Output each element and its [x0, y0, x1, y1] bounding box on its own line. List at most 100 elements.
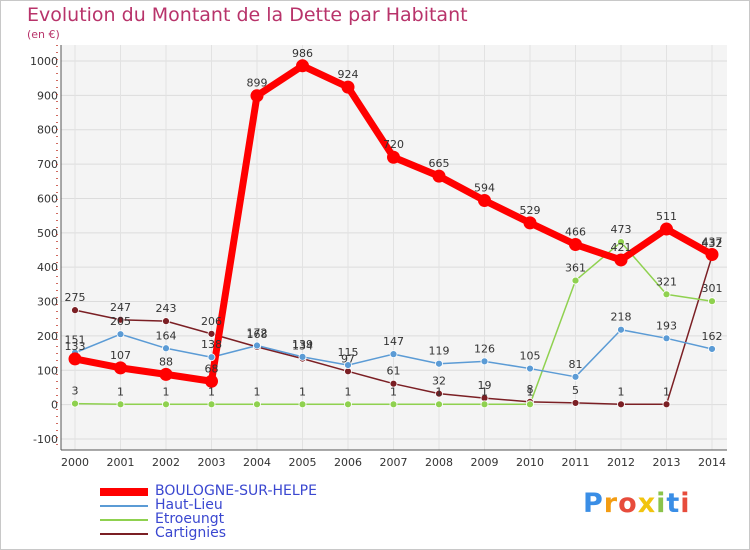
data-point: [116, 400, 125, 409]
data-label: 437: [702, 235, 723, 248]
data-point: [708, 297, 716, 306]
data-point: [705, 247, 719, 261]
x-tick-label: 2014: [698, 456, 726, 469]
data-label: 151: [65, 334, 86, 347]
data-point: [207, 329, 216, 338]
data-label: 172: [247, 327, 268, 340]
data-point: [569, 238, 582, 252]
data-point: [480, 400, 489, 409]
y-tick-label: 200: [37, 330, 58, 343]
data-label: 107: [110, 349, 131, 362]
y-tick-label: 1000: [30, 55, 58, 68]
data-point: [435, 400, 443, 409]
data-label: 115: [338, 346, 359, 359]
data-point: [614, 253, 628, 267]
data-label: 1: [618, 385, 625, 398]
data-label: 147: [383, 335, 404, 348]
data-label: 5: [572, 384, 579, 397]
data-label: 243: [156, 302, 177, 315]
data-point: [68, 352, 82, 366]
data-label: 1: [117, 385, 124, 398]
data-point: [298, 352, 307, 361]
data-label: 126: [474, 342, 495, 355]
data-label: 162: [702, 330, 723, 343]
data-label: 1: [481, 385, 488, 398]
y-tick-label: 500: [37, 227, 58, 240]
x-tick-label: 2011: [562, 456, 590, 469]
data-label: 511: [656, 210, 677, 223]
data-point: [662, 400, 671, 409]
x-tick-label: 2009: [471, 456, 499, 469]
data-point: [159, 367, 173, 381]
x-tick-label: 2013: [653, 456, 681, 469]
data-label: 899: [247, 77, 268, 90]
data-label: 3: [72, 385, 79, 398]
data-label: 206: [201, 315, 222, 328]
data-point: [660, 222, 673, 236]
data-label: 473: [611, 223, 632, 236]
data-label: 32: [432, 375, 446, 388]
logo-letter: i: [656, 488, 667, 519]
data-label: 1: [663, 385, 670, 398]
x-tick-label: 2008: [425, 456, 453, 469]
data-label: 986: [292, 47, 313, 60]
data-label: 1: [436, 385, 443, 398]
logo-letter: x: [637, 488, 657, 519]
logo-letter: o: [618, 488, 638, 519]
data-point: [71, 399, 79, 408]
data-label: 1: [390, 385, 397, 398]
data-label: 301: [702, 282, 723, 295]
legend-label: Haut-Lieu: [155, 497, 223, 513]
data-label: 1: [208, 385, 215, 398]
data-point: [478, 194, 491, 208]
data-point: [617, 238, 625, 246]
y-tick-label: 100: [37, 364, 58, 377]
data-label: 164: [156, 329, 177, 342]
data-point: [387, 150, 400, 164]
data-point: [71, 306, 79, 315]
data-point: [571, 399, 580, 407]
legend-swatch: [100, 505, 148, 507]
data-label: 133: [65, 340, 86, 353]
data-point: [116, 315, 125, 324]
data-label: 97: [341, 352, 355, 365]
data-points: [68, 59, 719, 409]
data-label: 119: [429, 345, 450, 358]
data-label: 361: [565, 262, 586, 275]
x-tick-label: 2003: [198, 456, 226, 469]
data-point: [708, 345, 716, 353]
data-point: [662, 290, 671, 299]
data-label: 61: [387, 365, 401, 378]
y-tick-label: 400: [37, 261, 58, 274]
data-label: 88: [159, 355, 173, 368]
legend-label: BOULOGNE-SUR-HELPE: [155, 483, 317, 499]
x-tick-label: 2007: [380, 456, 408, 469]
data-point: [116, 330, 125, 339]
proxiti-logo: Proxiti: [583, 488, 691, 519]
data-point: [162, 317, 170, 326]
data-point: [344, 400, 352, 409]
x-tick-label: 2004: [243, 456, 271, 469]
data-point: [432, 169, 446, 183]
data-point: [253, 341, 261, 350]
data-label: 665: [429, 157, 450, 170]
data-label: 594: [474, 182, 495, 195]
data-point: [617, 400, 625, 409]
data-label: 321: [656, 275, 677, 288]
data-point: [341, 80, 355, 94]
data-label: 720: [383, 138, 404, 151]
y-tick-label: 0: [51, 399, 58, 412]
chart-title: Evolution du Montant de la Dette par Hab…: [27, 4, 468, 26]
data-point: [571, 276, 580, 285]
x-tick-label: 2012: [607, 456, 635, 469]
data-label: 205: [110, 315, 131, 328]
x-tick-label: 2006: [334, 456, 362, 469]
data-point: [207, 400, 216, 409]
legend-label: Etroeungt: [155, 511, 225, 527]
data-point: [296, 59, 309, 73]
data-point: [207, 353, 216, 362]
y-tick-label: 900: [37, 89, 58, 102]
data-label: 105: [520, 350, 541, 363]
legend-swatch: [100, 488, 148, 496]
logo-letter: P: [583, 488, 604, 519]
